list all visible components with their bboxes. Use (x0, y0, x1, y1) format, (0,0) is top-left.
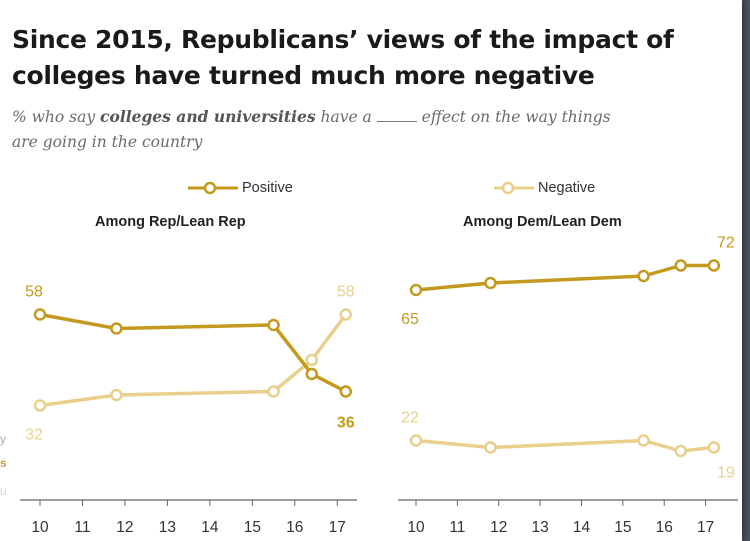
legend-negative: Negative (492, 178, 595, 198)
x-tick-label-1-11: 11 (74, 519, 90, 536)
data-point-2-positive-4 (707, 259, 721, 272)
data-point-2-negative-2 (637, 434, 650, 447)
data-point-1-negative-1 (110, 388, 123, 402)
x-tick-label-2-13: 13 (531, 519, 548, 536)
x-tick-label-1-12: 12 (116, 519, 133, 536)
chart-subtitle: % who say colleges and universities have… (12, 104, 742, 155)
x-tick-label-1-13: 13 (159, 519, 176, 536)
data-point-2-negative-3 (674, 444, 688, 458)
x-tick-label-2-10: 10 (407, 519, 425, 536)
data-point-2-negative-1 (484, 441, 497, 454)
data-point-2-positive-2 (637, 269, 650, 283)
x-tick-label-1-14: 14 (201, 519, 219, 536)
x-tick-label-2-11: 11 (449, 519, 465, 536)
data-point-2-positive-0 (409, 283, 423, 297)
subtitle-text-3: effect on the way things (416, 108, 611, 126)
legend-negative-label: Negative (538, 180, 596, 196)
x-tick-label-1-15: 15 (244, 519, 261, 536)
data-point-1-positive-2 (267, 318, 280, 332)
legend-positive-swatch (188, 181, 238, 195)
data-label-1-positive-0: 58 (25, 284, 43, 301)
x-tick-label-2-17: 17 (697, 519, 714, 536)
data-point-2-negative-4 (707, 441, 721, 454)
legend-negative-swatch (494, 181, 534, 195)
panel-title-dem: Among Dem/Lean Dem (463, 214, 622, 230)
data-label-2-positive-4: 72 (717, 235, 735, 252)
edge-peek-2: s (0, 456, 7, 470)
chart-title-line-1: Since 2015, Republicans’ views of the im… (12, 25, 674, 54)
edge-peek-1: y (0, 432, 6, 446)
data-point-2-positive-1 (484, 276, 497, 290)
data-label-1-negative-4: 58 (337, 284, 355, 301)
edge-peek-3: u (0, 484, 7, 498)
x-tick-label-2-16: 16 (656, 519, 673, 536)
panel-title-rep: Among Rep/Lean Rep (95, 214, 246, 230)
data-point-2-negative-0 (409, 434, 423, 447)
data-point-1-positive-4 (339, 385, 353, 398)
legend-positive: Positive (186, 178, 293, 198)
chart-title-line-2: colleges have turned much more negative (12, 61, 595, 90)
data-label-2-positive-0: 65 (401, 311, 419, 328)
series-line-2-negative (415, 438, 715, 453)
data-point-1-positive-0 (33, 308, 47, 321)
subtitle-text-2: have a (315, 108, 377, 126)
x-tick-label-1-10: 10 (31, 519, 49, 536)
x-tick-label-2-15: 15 (614, 519, 631, 536)
data-point-1-negative-0 (33, 399, 47, 412)
data-point-1-positive-1 (110, 322, 123, 335)
subtitle-line-2: are going in the country (12, 133, 203, 151)
x-tick-label-1-17: 17 (329, 519, 346, 536)
data-label-1-negative-0: 32 (25, 427, 43, 444)
chart-title: Since 2015, Republicans’ views of the im… (12, 22, 732, 94)
data-label-2-negative-4: 19 (717, 465, 735, 482)
data-label-1-positive-4: 36 (337, 415, 355, 432)
subtitle-blank (376, 109, 417, 122)
x-tick-label-1-16: 16 (286, 519, 303, 536)
subtitle-text-1: % who say (12, 108, 101, 126)
legend-positive-label: Positive (242, 180, 293, 196)
x-tick-label-2-14: 14 (573, 519, 591, 536)
data-point-1-negative-3 (305, 353, 319, 367)
series-line-1-positive (39, 312, 347, 394)
data-point-1-positive-3 (305, 367, 319, 381)
data-point-1-negative-4 (339, 308, 353, 321)
x-tick-label-2-12: 12 (490, 519, 507, 536)
data-label-2-negative-0: 22 (401, 410, 419, 427)
subtitle-bold: colleges and universities (100, 107, 316, 126)
series-line-2-positive (415, 263, 714, 292)
data-point-1-negative-2 (267, 385, 280, 398)
data-point-2-positive-3 (674, 259, 688, 272)
